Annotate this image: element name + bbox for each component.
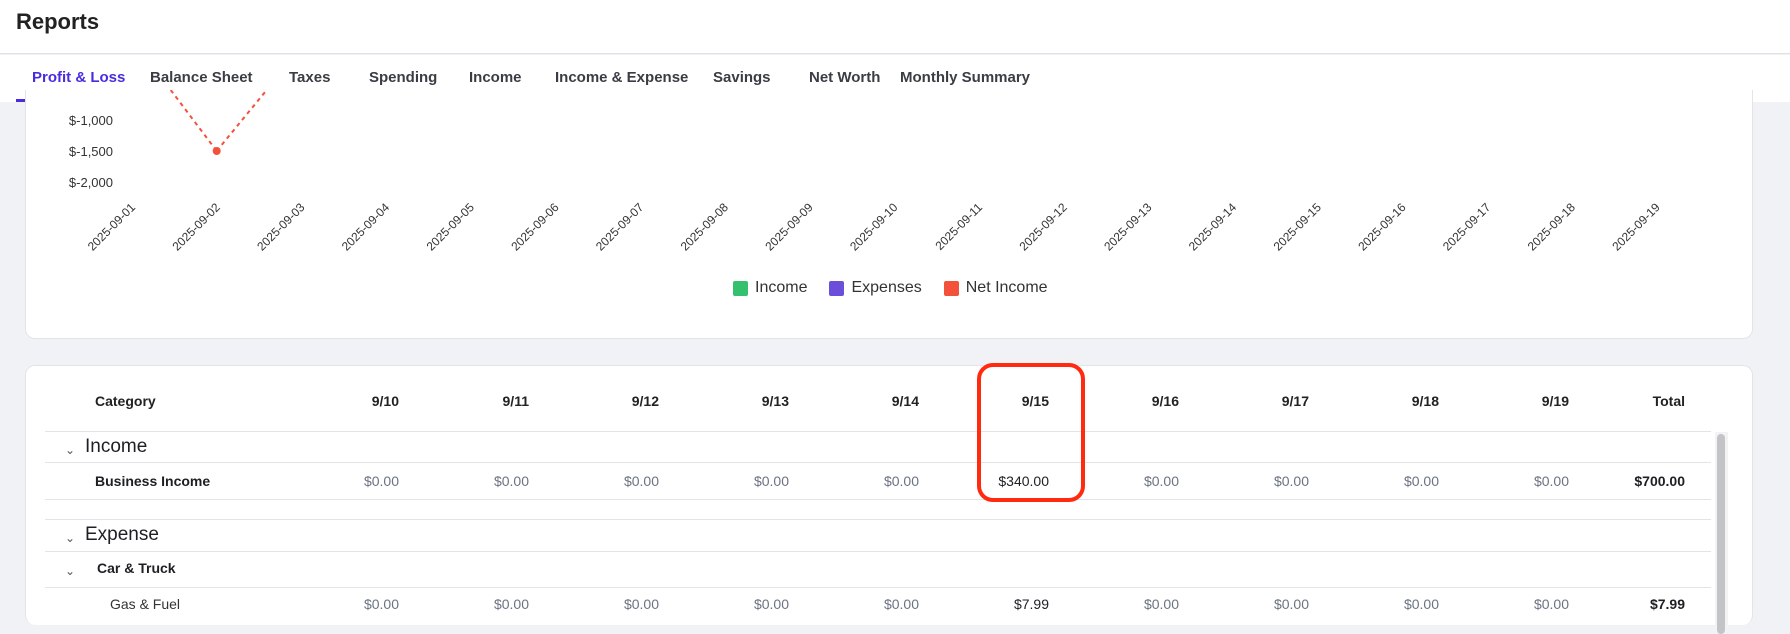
x-tick-label: 2025-09-07 bbox=[593, 200, 647, 254]
column-header: 9/13 bbox=[761, 393, 789, 409]
chevron-down-icon[interactable]: ⌄ bbox=[65, 564, 76, 578]
tab-profit-loss[interactable]: Profit & Loss bbox=[32, 69, 126, 86]
row-label: Business Income bbox=[95, 473, 211, 489]
cell-value: $0.00 bbox=[883, 473, 919, 489]
x-tick-label: 2025-09-03 bbox=[254, 200, 308, 254]
chevron-down-icon[interactable]: ⌄ bbox=[65, 443, 76, 457]
x-tick-label: 2025-09-10 bbox=[847, 200, 901, 254]
chevron-down-icon[interactable]: ⌄ bbox=[65, 531, 76, 545]
net-income-line-segment bbox=[169, 90, 218, 152]
row-total: $7.99 bbox=[1649, 596, 1685, 612]
cell-value: $0.00 bbox=[623, 596, 659, 612]
row-label: Gas & Fuel bbox=[110, 596, 181, 612]
cell-value: $0.00 bbox=[1143, 473, 1179, 489]
y-tick-label: $-1,500 bbox=[69, 144, 113, 159]
row-divider bbox=[45, 462, 1711, 463]
column-header: 9/12 bbox=[631, 393, 659, 409]
x-tick-label: 2025-09-06 bbox=[508, 200, 562, 254]
group-label: Car & Truck bbox=[97, 560, 176, 576]
column-header: 9/16 bbox=[1151, 393, 1179, 409]
legend-swatch bbox=[733, 280, 748, 296]
x-tick-label: 2025-09-19 bbox=[1609, 200, 1663, 254]
top-bar: Reports bbox=[0, 0, 1790, 54]
cell-value: $0.00 bbox=[753, 473, 789, 489]
page-title: Reports bbox=[16, 9, 100, 34]
chart-legend: Income Expenses Net Income bbox=[733, 279, 1048, 297]
tab-income[interactable]: Income bbox=[469, 69, 522, 86]
tab-savings[interactable]: Savings bbox=[713, 69, 771, 86]
tab-monthly-summary[interactable]: Monthly Summary bbox=[900, 69, 1031, 86]
column-header: 9/17 bbox=[1281, 393, 1309, 409]
x-tick-label: 2025-09-18 bbox=[1525, 200, 1579, 254]
legend-label: Expenses bbox=[851, 279, 922, 296]
tab-balance-sheet[interactable]: Balance Sheet bbox=[150, 69, 253, 86]
x-tick-label: 2025-09-16 bbox=[1355, 200, 1409, 254]
column-header: 9/19 bbox=[1541, 393, 1569, 409]
cell-value: $0.00 bbox=[1533, 596, 1569, 612]
column-header-category: Category bbox=[95, 393, 156, 409]
cell-value: $0.00 bbox=[1403, 596, 1439, 612]
row-divider bbox=[45, 551, 1711, 552]
section-label: Income bbox=[85, 436, 148, 457]
cell-value: $0.00 bbox=[493, 596, 529, 612]
column-header: 9/14 bbox=[891, 393, 919, 409]
cell-value: $0.00 bbox=[1403, 473, 1439, 489]
x-tick-label: 2025-09-12 bbox=[1017, 200, 1071, 254]
chart-card: $-1,000 $-1,500 $-2,000 2025-09-01 2025-09-0… bbox=[25, 90, 1753, 339]
tab-taxes[interactable]: Taxes bbox=[289, 69, 331, 86]
legend-item[interactable]: Expenses bbox=[829, 279, 922, 297]
cell-value: $0.00 bbox=[753, 596, 789, 612]
cell-value: $0.00 bbox=[363, 596, 399, 612]
row-total: $700.00 bbox=[1634, 473, 1685, 489]
cell-value: $340.00 bbox=[998, 473, 1049, 489]
y-tick-label: $-1,000 bbox=[69, 113, 113, 128]
x-tick-label: 2025-09-15 bbox=[1271, 200, 1325, 254]
x-tick-label: 2025-09-09 bbox=[762, 200, 816, 254]
legend-swatch bbox=[943, 280, 959, 296]
column-header: 9/11 bbox=[502, 393, 529, 409]
net-income-line-segment bbox=[215, 90, 268, 152]
x-tick-label: 2025-09-17 bbox=[1440, 200, 1494, 254]
x-tick-label: 2025-09-01 bbox=[85, 200, 139, 254]
x-tick-label: 2025-09-02 bbox=[170, 200, 224, 254]
cell-value: $7.99 bbox=[1013, 596, 1049, 612]
cell-value: $0.00 bbox=[363, 473, 399, 489]
legend-item[interactable]: Net Income bbox=[943, 279, 1048, 297]
scrollbar-thumb[interactable] bbox=[1717, 434, 1725, 634]
cell-value: $0.00 bbox=[1143, 596, 1179, 612]
legend-label: Net Income bbox=[965, 279, 1048, 296]
tab-income-expense[interactable]: Income & Expense bbox=[555, 69, 689, 86]
cell-value: $0.00 bbox=[883, 596, 919, 612]
tab-net-worth[interactable]: Net Worth bbox=[809, 69, 881, 86]
x-tick-label: 2025-09-11 bbox=[932, 200, 985, 253]
x-tick-label: 2025-09-08 bbox=[678, 200, 732, 254]
column-header: 9/10 bbox=[371, 393, 399, 409]
profit-loss-chart: $-1,000 $-1,500 $-2,000 2025-09-01 2025-09-0… bbox=[69, 90, 1663, 254]
cell-value: $0.00 bbox=[493, 473, 529, 489]
report-table-card: Category 9/10 9/11 9/12 9/13 9/14 9/15 9/16 9/17… bbox=[25, 365, 1753, 634]
column-header: 9/18 bbox=[1411, 393, 1439, 409]
y-tick-label: $-2,000 bbox=[69, 175, 113, 190]
row-divider bbox=[45, 587, 1711, 588]
x-tick-label: 2025-09-05 bbox=[424, 200, 478, 254]
column-header: Total bbox=[1652, 393, 1685, 409]
legend-swatch bbox=[829, 280, 845, 296]
net-income-point bbox=[212, 147, 221, 155]
cell-value: $0.00 bbox=[1273, 596, 1309, 612]
cell-value: $0.00 bbox=[623, 473, 659, 489]
cell-value: $0.00 bbox=[1273, 473, 1309, 489]
row-divider bbox=[45, 499, 1711, 500]
column-header: 9/15 bbox=[1021, 393, 1049, 409]
x-tick-label: 2025-09-04 bbox=[339, 200, 393, 254]
legend-item[interactable]: Income bbox=[733, 279, 807, 297]
section-label: Expense bbox=[85, 524, 159, 545]
row-divider bbox=[45, 431, 1711, 432]
row-divider bbox=[45, 519, 1711, 520]
cell-value: $0.00 bbox=[1533, 473, 1569, 489]
x-tick-label: 2025-09-13 bbox=[1101, 200, 1155, 254]
x-tick-label: 2025-09-14 bbox=[1186, 200, 1240, 254]
legend-label: Income bbox=[755, 279, 808, 296]
tab-spending[interactable]: Spending bbox=[369, 69, 438, 86]
